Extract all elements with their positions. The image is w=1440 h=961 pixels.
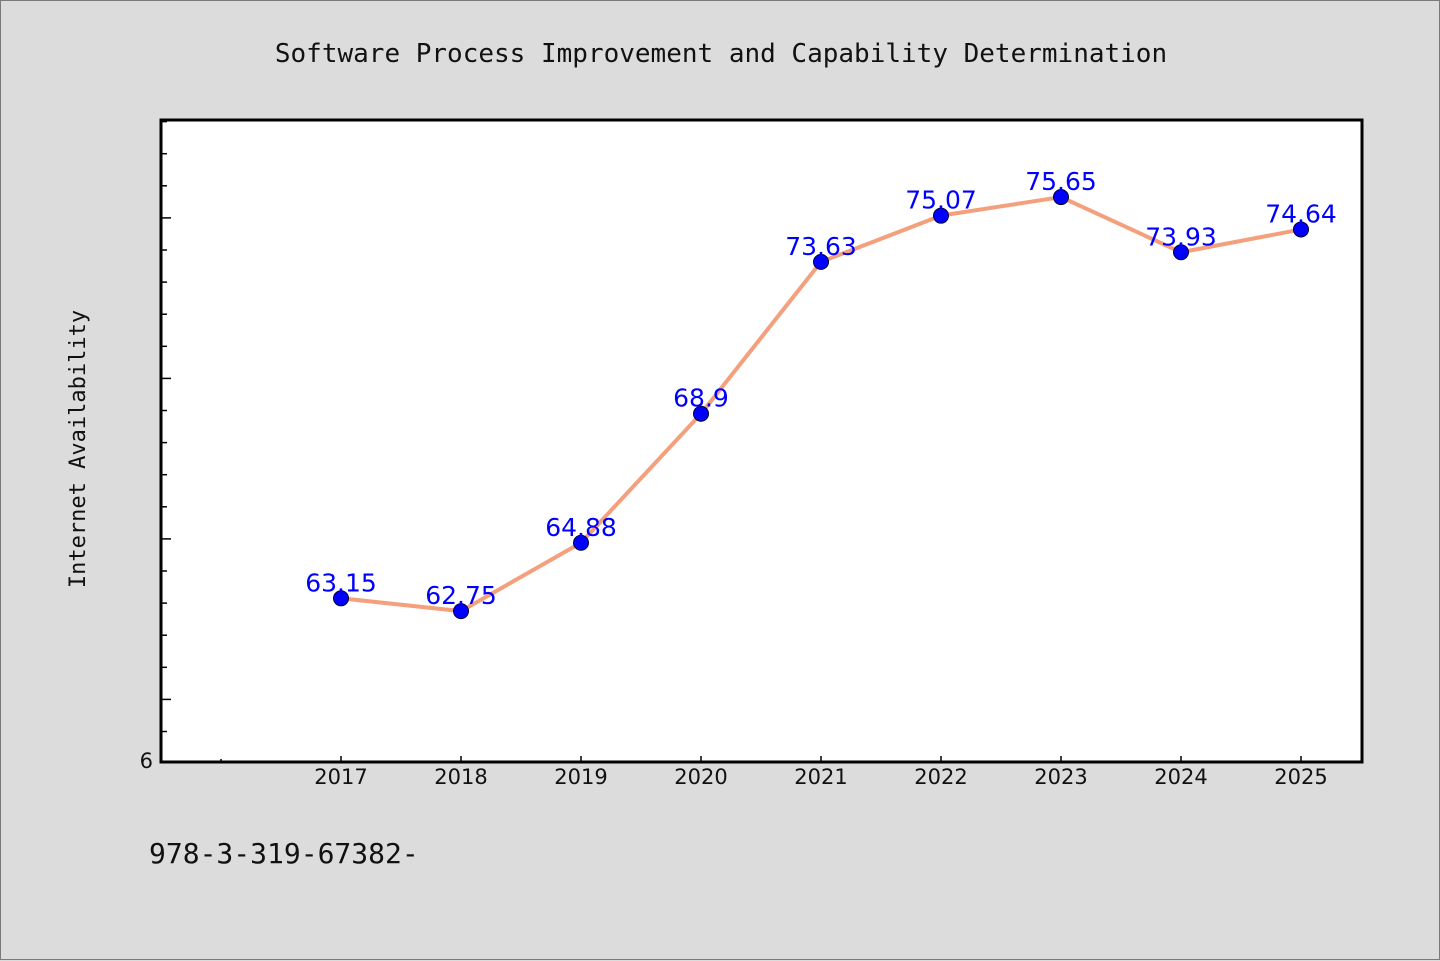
- data-label: 73.93: [1145, 222, 1217, 251]
- x-tick-label: 2022: [914, 765, 967, 789]
- data-point: [693, 405, 709, 422]
- x-tick-label: 2021: [794, 765, 847, 789]
- data-point: [453, 603, 469, 620]
- x-tick-label: 2020: [674, 765, 727, 789]
- x-tick-label: 2023: [1034, 765, 1087, 789]
- data-point: [1173, 244, 1189, 261]
- data-point: [573, 534, 589, 551]
- data-label: 75.65: [1025, 167, 1097, 196]
- data-label: 73.63: [785, 232, 857, 261]
- y-axis-label: Internet Availability: [66, 310, 91, 588]
- x-tick-label: 2018: [434, 765, 487, 789]
- data-point: [813, 253, 829, 270]
- data-label: 63.15: [305, 568, 377, 597]
- data-point: [1293, 221, 1309, 238]
- x-tick-label: 2024: [1154, 765, 1207, 789]
- x-tick-label: 2025: [1274, 765, 1327, 789]
- chart-title: Software Process Improvement and Capabil…: [275, 39, 1167, 69]
- data-label: 74.64: [1265, 199, 1337, 228]
- data-point: [1053, 189, 1069, 206]
- x-tick-label: 2017: [314, 765, 367, 789]
- x-tick-label: 2019: [554, 765, 607, 789]
- data-point: [933, 207, 949, 224]
- data-point: [333, 590, 349, 607]
- data-label: 68.9: [673, 384, 729, 413]
- y-tick-label: 6: [140, 749, 153, 773]
- footer-text: 978-3-319-67382-: [149, 837, 419, 870]
- data-label: 62.75: [425, 581, 497, 610]
- data-label: 64.88: [545, 513, 617, 542]
- plot-area: [159, 118, 1364, 764]
- data-label: 75.07: [905, 186, 977, 215]
